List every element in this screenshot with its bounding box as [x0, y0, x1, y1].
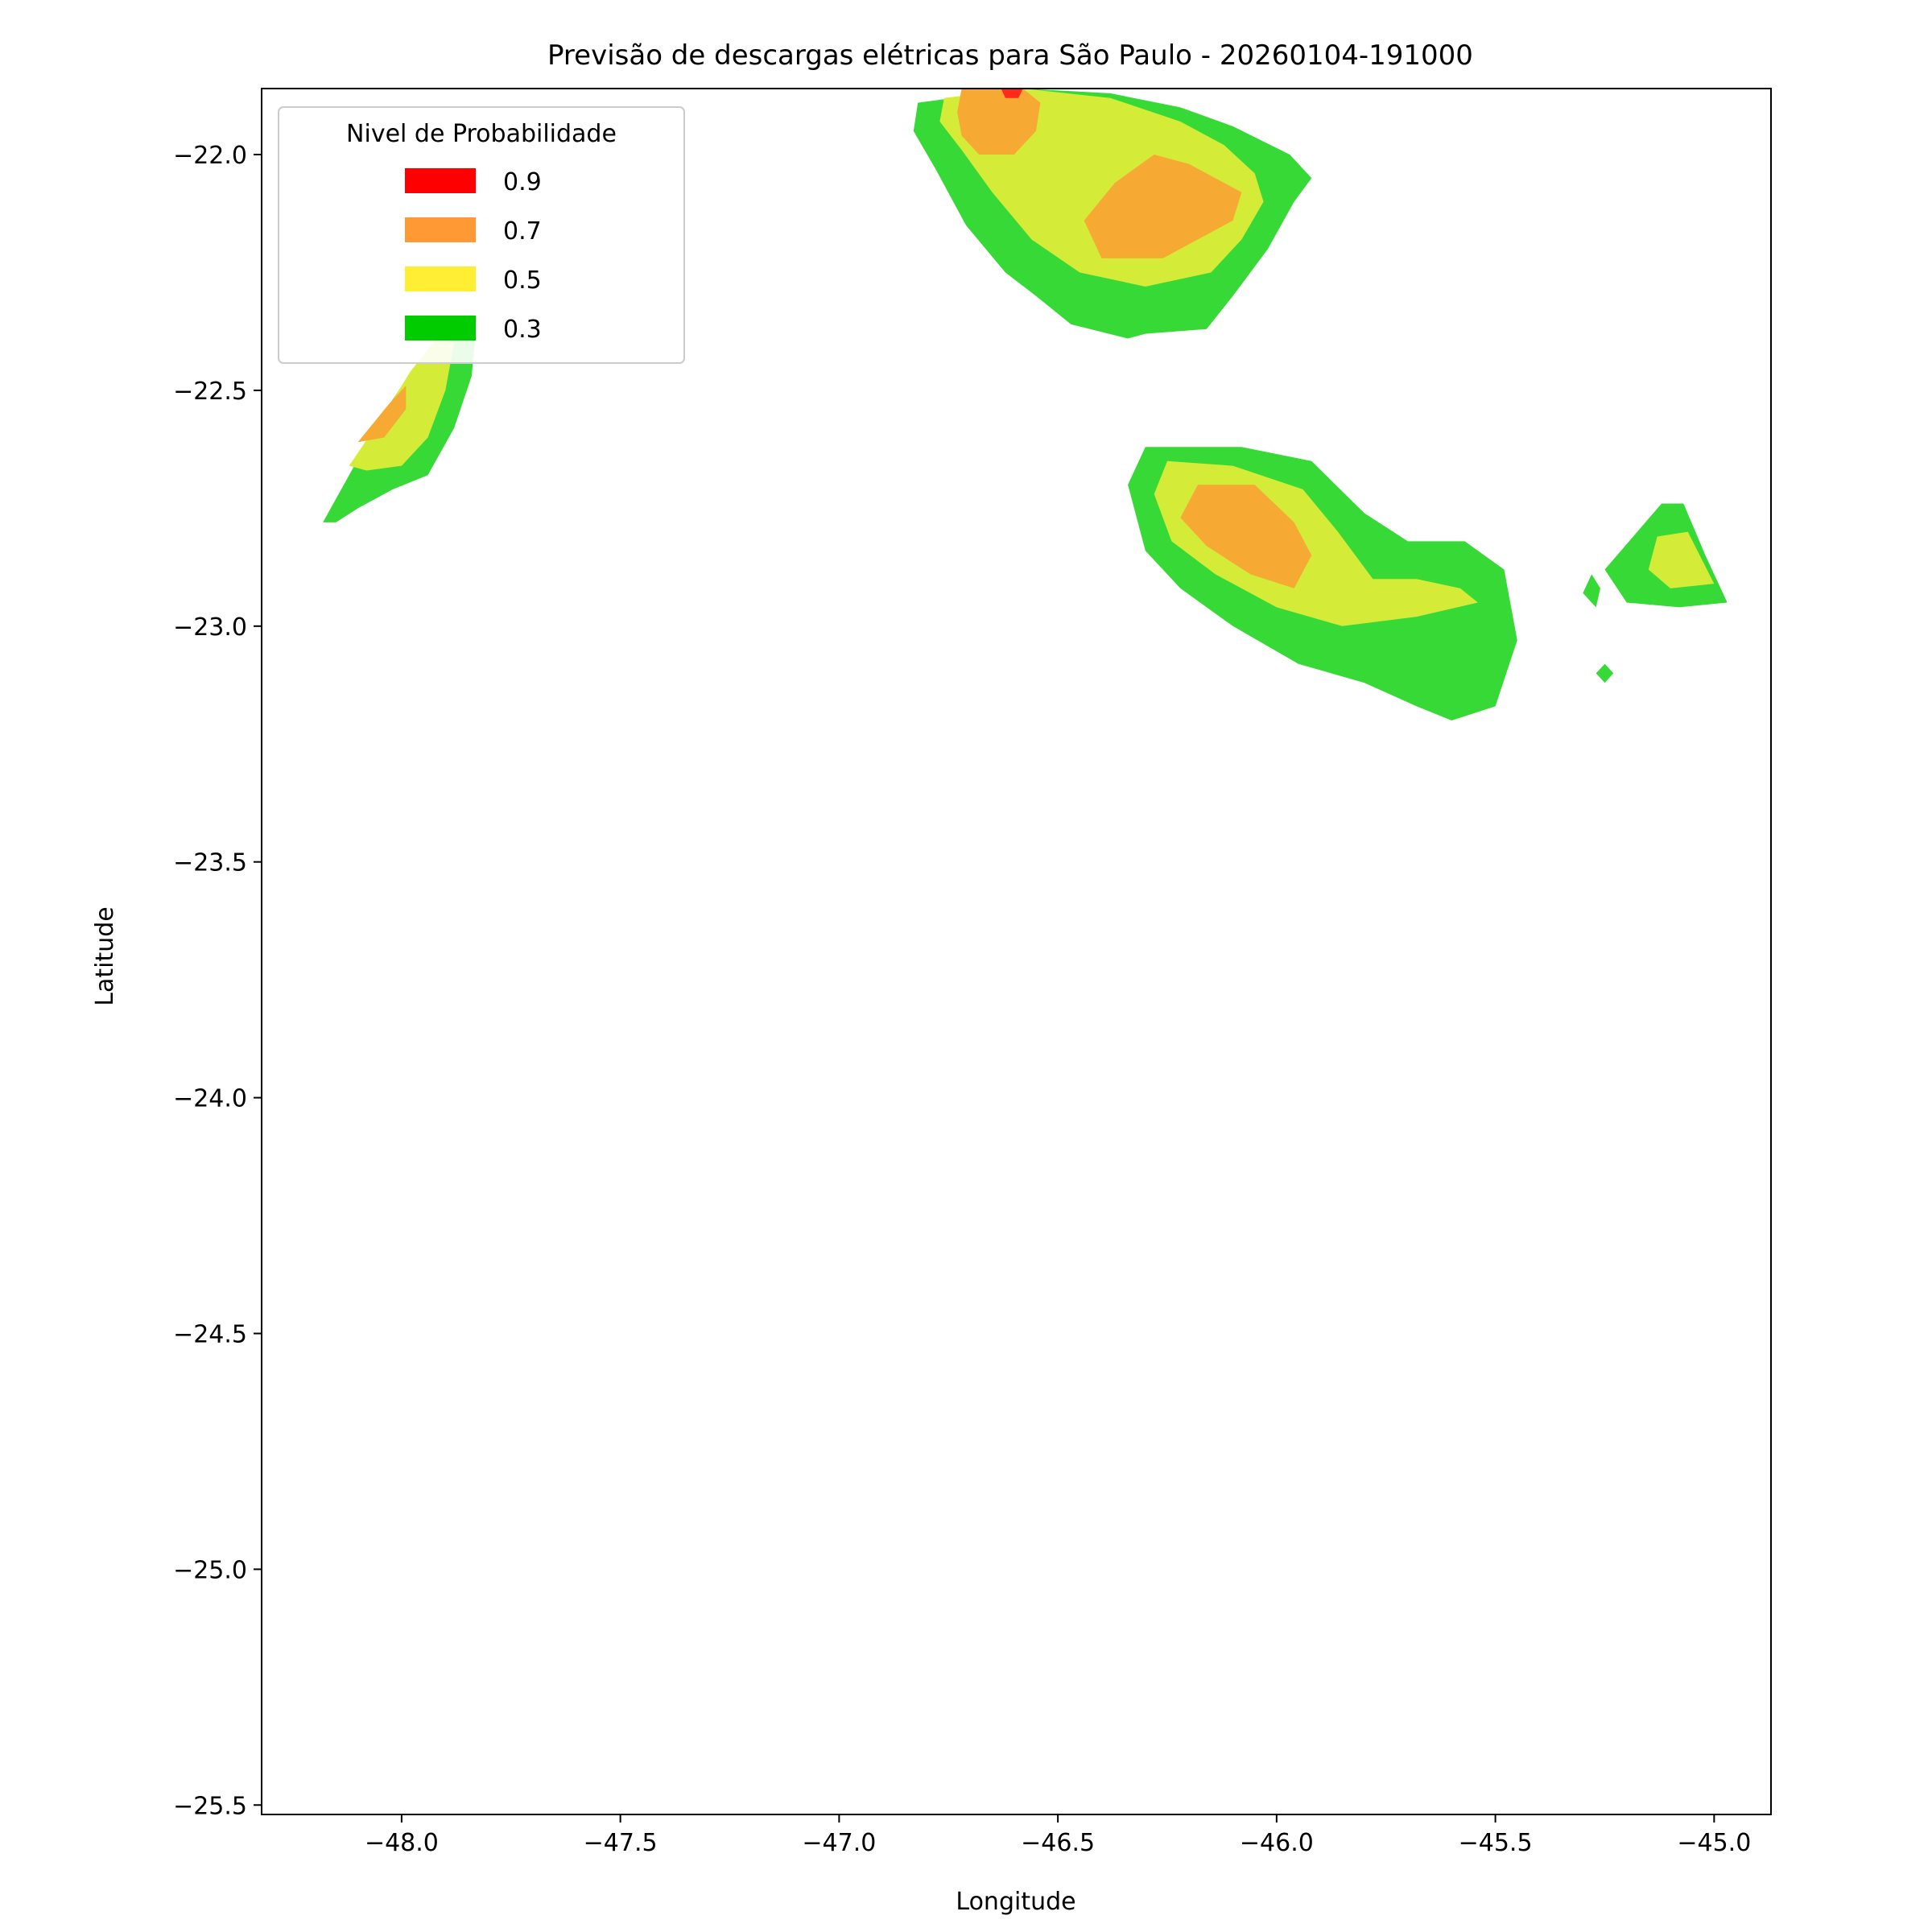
x-tick-label: −47.0: [802, 1829, 876, 1857]
north-cell-level-09-region: [1001, 89, 1023, 98]
contour-regions: [323, 89, 1728, 720]
legend-swatch: [405, 266, 476, 291]
y-tick-label: −22.5: [173, 378, 247, 406]
legend-title: Nivel de Probabilidade: [346, 120, 617, 148]
y-axis: −22.0 −22.5 −23.0 −23.5 −24.0 −24.5 −25.0 −25.5: [173, 142, 262, 1820]
x-tick-label: −46.0: [1240, 1829, 1314, 1857]
legend-entry-label: 0.5: [503, 266, 542, 295]
legend-frame: [278, 106, 685, 364]
north-cell-level-07-region: [957, 89, 1041, 155]
legend-entries: 0.9 0.7 0.5 0.3: [405, 168, 542, 344]
plot-area-frame: [261, 88, 1772, 1815]
far-east-cell-level-05-region: [1648, 531, 1715, 588]
x-axis: −48.0 −47.5 −47.0 −46.5 −46.0 −45.5 −45.0: [365, 1814, 1751, 1857]
x-tick-label: −46.5: [1021, 1829, 1095, 1857]
y-tick-label: −24.5: [173, 1320, 247, 1348]
north-cell-level-07-region: [1084, 155, 1242, 258]
legend: Nivel de Probabilidade 0.9 0.7 0.5 0.3: [278, 106, 685, 364]
east-cell-level-07-region: [1180, 485, 1312, 588]
y-tick-label: −25.0: [173, 1556, 247, 1584]
x-tick-label: −48.0: [365, 1829, 439, 1857]
far-east-cell-level-03-region: [1583, 574, 1600, 608]
y-tick-label: −24.0: [173, 1085, 247, 1113]
y-tick-label: −23.0: [173, 613, 247, 642]
y-tick-label: −23.5: [173, 849, 247, 877]
legend-swatch: [405, 217, 476, 242]
y-tick-label: −22.0: [173, 142, 247, 170]
x-axis-label: Longitude: [956, 1888, 1075, 1916]
chart-title: Previsão de descargas elétricas para São…: [547, 39, 1473, 72]
x-tick-label: −47.5: [584, 1829, 658, 1857]
legend-entry-label: 0.7: [503, 217, 542, 246]
y-axis-label: Latitude: [91, 906, 119, 1005]
legend-swatch: [405, 168, 476, 193]
legend-entry-label: 0.3: [503, 316, 542, 344]
small-cell-level-03-region: [1596, 663, 1614, 683]
x-tick-label: −45.0: [1677, 1829, 1751, 1857]
east-cell-level-03-region: [1416, 607, 1483, 636]
y-tick-label: −25.5: [173, 1792, 247, 1820]
legend-entry-label: 0.9: [503, 168, 542, 196]
west-cell-level-07-region: [357, 386, 407, 443]
x-tick-label: −45.5: [1459, 1829, 1533, 1857]
legend-swatch: [405, 316, 476, 341]
